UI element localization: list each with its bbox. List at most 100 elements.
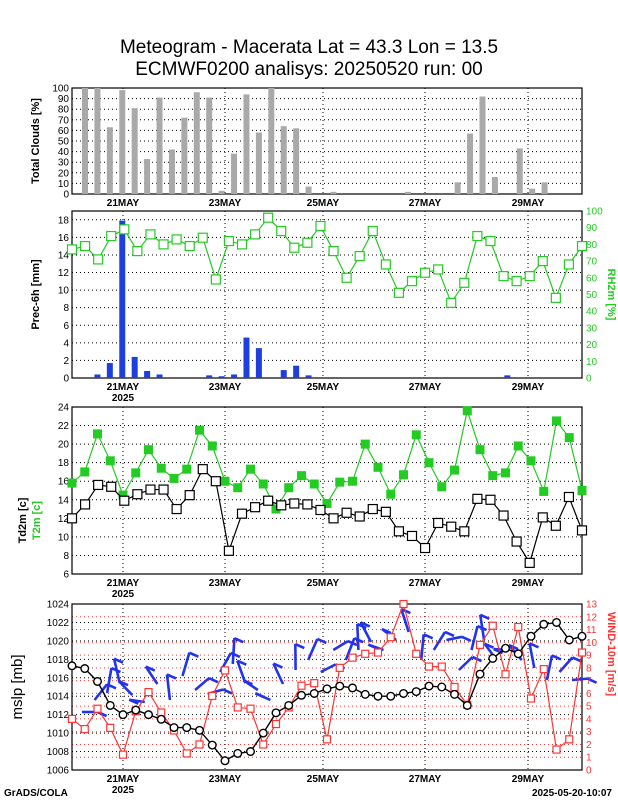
t2m-point: [335, 478, 344, 487]
td2m-point: [512, 537, 521, 546]
x-tick-label: 25MAY: [307, 198, 340, 209]
rh-point: [538, 257, 547, 266]
x-tick-label: 27MAY: [409, 578, 442, 589]
wind-point: [566, 736, 573, 743]
t2m-point: [361, 440, 370, 449]
td2m-point: [421, 544, 430, 553]
y-tick-label: 1014: [47, 692, 70, 703]
t2m-point: [195, 426, 204, 435]
wind-point: [311, 680, 318, 687]
clouds-axis-label: Total Clouds [%]: [30, 98, 42, 184]
x-tick-label: 29MAY: [512, 578, 545, 589]
y-tick-label: 4: [63, 338, 69, 349]
rh-point: [172, 235, 181, 244]
t2m-point: [170, 474, 179, 483]
precip-bar: [94, 374, 100, 378]
cloud-bar: [107, 127, 113, 194]
rh-tick-label: 30: [586, 323, 598, 334]
cloud-bar: [268, 88, 274, 194]
wind-point: [579, 649, 586, 656]
cloud-bar: [281, 126, 287, 194]
wind-point: [438, 663, 445, 670]
precip-bar: [281, 370, 287, 378]
rh-point: [238, 240, 247, 249]
wind-point: [528, 695, 535, 702]
mslp-point: [81, 665, 89, 673]
td2m-point: [68, 514, 77, 523]
cloud-bar: [119, 90, 125, 194]
y-tick-label: 18: [58, 458, 70, 469]
t2m-point: [565, 433, 574, 442]
mslp-point: [285, 702, 293, 710]
rh-tick-label: 0: [586, 374, 592, 385]
mslp-point: [323, 685, 331, 693]
mslp-point: [451, 691, 459, 699]
rh-point: [211, 275, 220, 284]
precip-bar: [306, 375, 312, 378]
y-tick-label: 6: [63, 570, 69, 581]
x-tick-label: 23MAY: [209, 198, 242, 209]
rh-point: [342, 273, 351, 282]
precip-bar: [132, 357, 138, 378]
wind-point: [489, 622, 496, 629]
wind-barb-feather: [209, 678, 218, 682]
t2m-point: [578, 486, 587, 495]
y-tick-label: 80: [58, 105, 70, 116]
rh-point: [551, 293, 560, 302]
cloud-bar: [243, 94, 249, 194]
x-tick-label: 29MAY: [512, 774, 545, 785]
cloud-bar: [405, 192, 411, 194]
t2m-point: [539, 487, 548, 496]
wind-tick-label: 7: [586, 676, 592, 687]
rh-point: [316, 222, 325, 231]
wind-barb: [167, 674, 170, 700]
rh-point: [185, 242, 194, 251]
wind-tick-label: 3: [586, 727, 592, 738]
wind-barb: [183, 653, 190, 676]
wind-barb: [233, 638, 235, 664]
t2m-point: [233, 483, 242, 492]
x-tick-label: 21MAY: [107, 774, 140, 785]
mslp-point: [438, 683, 446, 691]
wind-point: [553, 746, 560, 753]
precip-bar: [144, 371, 150, 378]
mslp-axis-label: mslp [mb]: [9, 654, 26, 719]
t2m-point: [144, 445, 153, 454]
td2m-point: [198, 465, 207, 474]
td2m-point: [120, 496, 129, 505]
rh-point: [486, 237, 495, 246]
t2m-point: [157, 464, 166, 473]
wind-barb-feather: [234, 638, 243, 642]
t2m-point: [348, 477, 357, 486]
wind-tick-label: 9: [586, 651, 592, 662]
precip-bar: [256, 348, 262, 378]
y-tick-label: 20: [58, 440, 70, 451]
wind-tick-label: 2: [586, 740, 592, 751]
precip-bar: [157, 374, 163, 378]
t2m-point: [68, 479, 77, 488]
y-tick-label: 1016: [47, 673, 70, 684]
wind-barb: [421, 634, 423, 660]
wind-barb-feather: [552, 655, 561, 659]
y-tick-label: 1018: [47, 655, 70, 666]
rh-point: [68, 245, 77, 254]
mslp-point: [412, 688, 420, 696]
td2m-point: [551, 521, 560, 530]
td2m-point: [460, 527, 469, 536]
wind-barb: [107, 668, 111, 693]
cloud-bar: [231, 154, 237, 194]
precip-bar: [119, 221, 125, 378]
cloud-bar: [82, 88, 88, 194]
wind-barb: [195, 678, 209, 690]
rh-point: [120, 225, 129, 234]
precip-bar: [504, 375, 510, 378]
rh-point: [290, 243, 299, 252]
x-tick-label: 21MAY: [107, 198, 140, 209]
x-tick-label: 29MAY: [512, 198, 545, 209]
title-line1: Meteogram - Macerata Lat = 43.3 Lon = 13…: [120, 37, 498, 58]
mslp-point: [361, 691, 369, 699]
wind-point: [209, 692, 216, 699]
mslp-point: [425, 682, 433, 690]
td2m-point: [107, 482, 116, 491]
